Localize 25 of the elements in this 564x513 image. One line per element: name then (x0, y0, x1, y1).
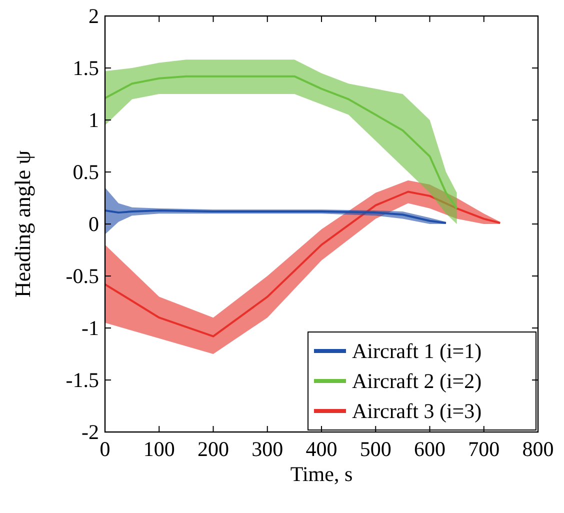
x-axis-title: Time, s (290, 462, 353, 486)
x-tick-label: 100 (143, 437, 175, 461)
x-tick-label: 600 (414, 437, 446, 461)
line-series (105, 75, 458, 210)
x-tick-label: 200 (198, 437, 229, 461)
legend-label: Aircraft 2 (i=2) (352, 369, 482, 393)
y-tick-label: 1 (88, 108, 99, 132)
y-tick-label: 2 (88, 4, 99, 28)
y-axis-title: Heading angle ψ (10, 150, 35, 298)
x-tick-label: 500 (360, 437, 392, 461)
y-tick-label: -2 (82, 420, 99, 444)
y-tick-label: 0 (88, 212, 99, 236)
x-tick-label: 800 (522, 437, 554, 461)
x-tick-label: 300 (252, 437, 284, 461)
y-tick-label: -1.5 (66, 368, 99, 392)
y-tick-label: -1 (82, 316, 99, 340)
line-series (105, 209, 447, 224)
legend-label: Aircraft 1 (i=1) (352, 339, 482, 363)
x-tick-label: 700 (468, 437, 500, 461)
y-tick-label: 1.5 (72, 56, 99, 80)
y-tick-label: -0.5 (66, 264, 99, 288)
legend-label: Aircraft 3 (i=3) (352, 399, 482, 423)
line-series (105, 190, 502, 338)
x-tick-label: 400 (306, 437, 338, 461)
y-tick-label: 0.5 (72, 160, 99, 184)
